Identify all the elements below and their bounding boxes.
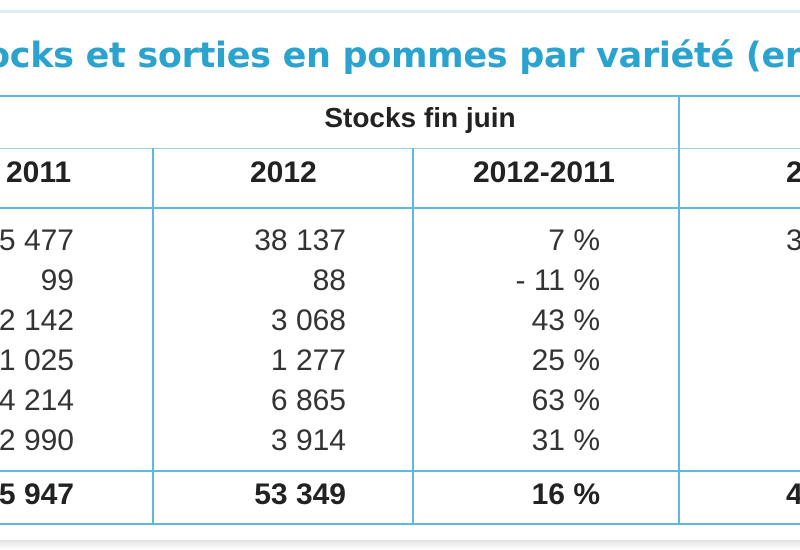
total-rule	[0, 470, 800, 472]
cell-2012: 38 137	[254, 224, 346, 257]
header-top-rule	[0, 95, 800, 97]
top-rule	[0, 10, 800, 13]
table-row: 1 025 1 277 25 %	[0, 344, 800, 384]
total-2011: 5 947	[0, 478, 74, 511]
column-divider-2	[412, 148, 414, 523]
total-variation: 16 %	[531, 478, 600, 511]
cell-2012: 88	[312, 264, 346, 297]
cell-variation: 7 %	[548, 224, 600, 257]
cell-2011: 4 214	[0, 384, 74, 417]
table-row: 5 477 38 137 7 % 3	[0, 224, 800, 264]
column-header-rule	[0, 207, 800, 209]
bottom-shadow	[0, 540, 800, 550]
cell-variation: 43 %	[531, 304, 600, 337]
column-divider-1	[152, 148, 154, 523]
group-header-rule	[0, 148, 800, 149]
column-header-2011: 2011	[6, 156, 72, 189]
column-header-variation: 2012-2011	[473, 156, 615, 189]
bottom-rule	[0, 523, 800, 525]
column-header-next: 2	[786, 156, 800, 189]
table-row: 99 88 - 11 %	[0, 264, 800, 304]
cell-2011: 99	[40, 264, 74, 297]
total-2012: 53 349	[254, 478, 346, 511]
cell-2012: 6 865	[270, 384, 346, 417]
table-row: 2 990 3 914 31 %	[0, 424, 800, 464]
group-divider	[678, 95, 680, 523]
total-next: 4	[786, 478, 800, 511]
cell-2012: 1 277	[270, 344, 346, 377]
column-header-2012: 2012	[250, 156, 317, 189]
table-title: ocks et sorties en pommes par variété (e…	[0, 36, 800, 76]
cell-2011: 5 477	[0, 224, 74, 257]
table-row: 2 142 3 068 43 %	[0, 304, 800, 344]
cell-2011: 1 025	[0, 344, 74, 377]
cell-variation: 31 %	[531, 424, 600, 457]
cell-next: 3	[786, 224, 800, 257]
cell-2012: 3 914	[270, 424, 346, 457]
cell-variation: 63 %	[531, 384, 600, 417]
cell-variation: - 11 %	[515, 264, 600, 297]
group-header-stocks: Stocks fin juin	[324, 102, 516, 133]
total-row: 5 947 53 349 16 % 4	[0, 478, 800, 518]
cell-2011: 2 142	[0, 304, 74, 337]
table-row: 4 214 6 865 63 %	[0, 384, 800, 424]
cell-variation: 25 %	[531, 344, 600, 377]
cell-2012: 3 068	[270, 304, 346, 337]
cell-2011: 2 990	[0, 424, 74, 457]
